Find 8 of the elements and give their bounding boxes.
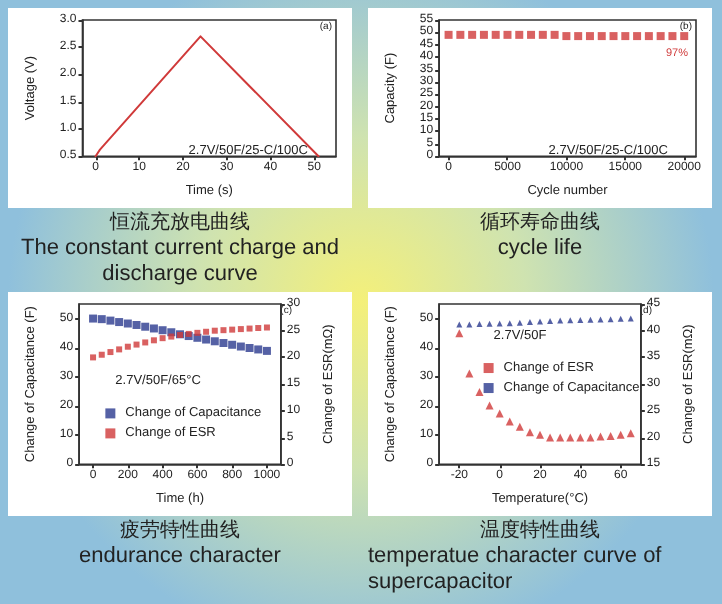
text: endurance character <box>77 544 283 570</box>
text: cycle life <box>495 236 585 262</box>
text: temperatue character curve of supercapacitor <box>368 544 664 596</box>
text: 温度特性曲线 <box>478 520 602 544</box>
text: The constant current charge and discharge curve <box>19 236 341 288</box>
text: 循环寿命曲线 <box>478 212 602 236</box>
text: 疲劳特性曲线 <box>118 520 242 544</box>
text: 恒流充放电曲线 <box>107 212 252 236</box>
